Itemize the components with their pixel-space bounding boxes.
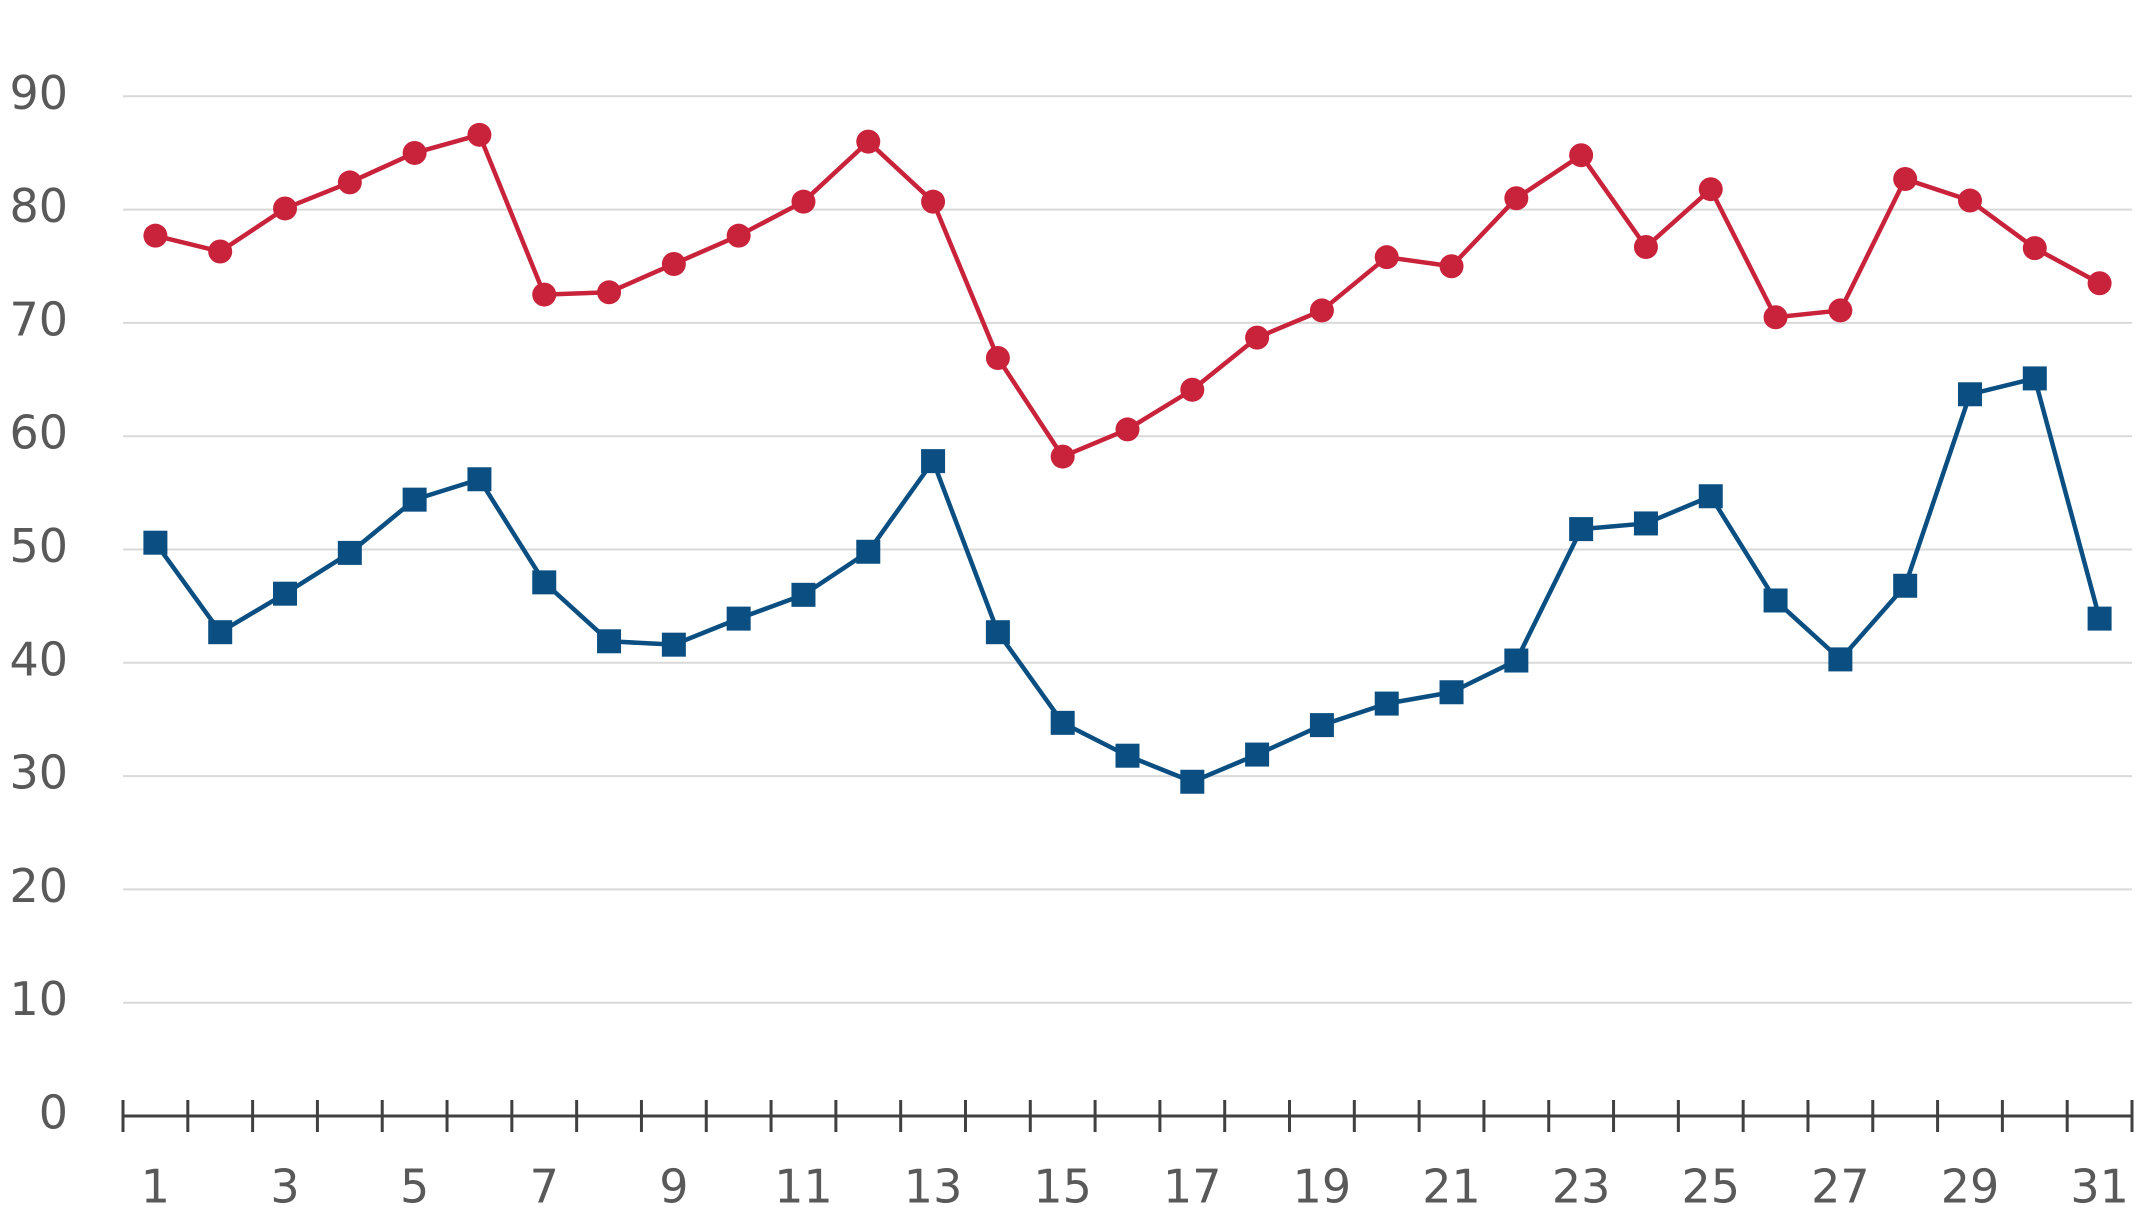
y-tick-label: 70	[9, 292, 68, 346]
marker	[726, 606, 751, 631]
x-tick-label: 27	[1811, 1160, 1870, 1214]
marker	[1050, 710, 1075, 735]
x-tick-label: 23	[1552, 1160, 1611, 1214]
marker	[1893, 573, 1918, 598]
x-tick-label: 3	[270, 1160, 299, 1214]
marker	[921, 189, 946, 214]
marker	[1633, 511, 1658, 536]
marker	[1180, 769, 1205, 794]
marker	[467, 122, 492, 147]
marker	[1763, 305, 1788, 330]
marker	[1180, 377, 1205, 402]
x-tick-label: 25	[1681, 1160, 1740, 1214]
marker	[1633, 234, 1658, 259]
marker	[1504, 186, 1529, 211]
marker	[661, 632, 686, 657]
marker	[337, 540, 362, 565]
marker	[273, 581, 298, 606]
x-tick-label: 5	[400, 1160, 429, 1214]
x-tick-label: 9	[659, 1160, 688, 1214]
y-tick-label: 80	[9, 179, 68, 233]
marker	[985, 620, 1010, 645]
y-tick-label: 20	[9, 859, 68, 913]
marker	[1115, 417, 1140, 442]
y-tick-label: 90	[9, 66, 68, 120]
y-tick-label: 100	[0, 0, 68, 7]
marker	[1698, 177, 1723, 202]
marker	[597, 280, 622, 305]
marker	[143, 530, 168, 555]
marker	[2087, 271, 2112, 296]
x-tick-label: 19	[1293, 1160, 1352, 1214]
x-tick-label: 31	[2070, 1160, 2129, 1214]
marker	[1050, 444, 1075, 469]
marker	[1763, 588, 1788, 613]
marker	[532, 282, 557, 307]
marker	[856, 539, 881, 564]
marker	[1439, 680, 1464, 705]
marker	[1245, 742, 1270, 767]
marker	[1957, 188, 1982, 213]
marker	[726, 223, 751, 248]
y-tick-label: 0	[39, 1086, 68, 1140]
y-tick-label: 10	[9, 972, 68, 1026]
marker	[1374, 691, 1399, 716]
x-tick-label: 21	[1422, 1160, 1481, 1214]
y-tick-label: 60	[9, 406, 68, 460]
marker	[208, 620, 233, 645]
marker	[402, 140, 427, 165]
marker	[273, 196, 298, 221]
marker	[1957, 382, 1982, 407]
marker	[402, 487, 427, 512]
marker	[532, 570, 557, 595]
marker	[2022, 236, 2047, 261]
x-tick-label: 11	[774, 1160, 833, 1214]
x-tick-label: 1	[141, 1160, 170, 1214]
marker	[1309, 713, 1334, 738]
marker	[1698, 484, 1723, 509]
marker	[791, 582, 816, 607]
marker	[1245, 325, 1270, 350]
y-tick-label: 50	[9, 519, 68, 573]
marker	[921, 449, 946, 474]
marker	[2022, 366, 2047, 391]
marker	[1828, 298, 1853, 323]
marker	[1439, 254, 1464, 279]
marker	[856, 129, 881, 154]
marker	[791, 189, 816, 214]
marker	[208, 239, 233, 264]
marker	[597, 629, 622, 654]
x-tick-label: 15	[1033, 1160, 1092, 1214]
x-tick-label: 13	[904, 1160, 963, 1214]
y-tick-label: 40	[9, 632, 68, 686]
marker	[467, 467, 492, 492]
x-tick-label: 17	[1163, 1160, 1222, 1214]
marker	[1893, 167, 1918, 192]
marker	[1115, 743, 1140, 768]
marker	[1309, 298, 1334, 323]
marker	[661, 251, 686, 276]
marker	[985, 346, 1010, 371]
marker	[1828, 647, 1853, 672]
series-line	[154, 132, 2101, 459]
marker	[1569, 517, 1594, 542]
x-tick-label: 29	[1941, 1160, 2000, 1214]
marker	[337, 170, 362, 195]
marker	[1374, 245, 1399, 270]
y-tick-label: 30	[9, 746, 68, 800]
marker	[2087, 606, 2112, 631]
x-tick-label: 7	[530, 1160, 559, 1214]
marker	[143, 223, 168, 248]
marker	[1504, 648, 1529, 673]
marker	[1569, 143, 1594, 168]
